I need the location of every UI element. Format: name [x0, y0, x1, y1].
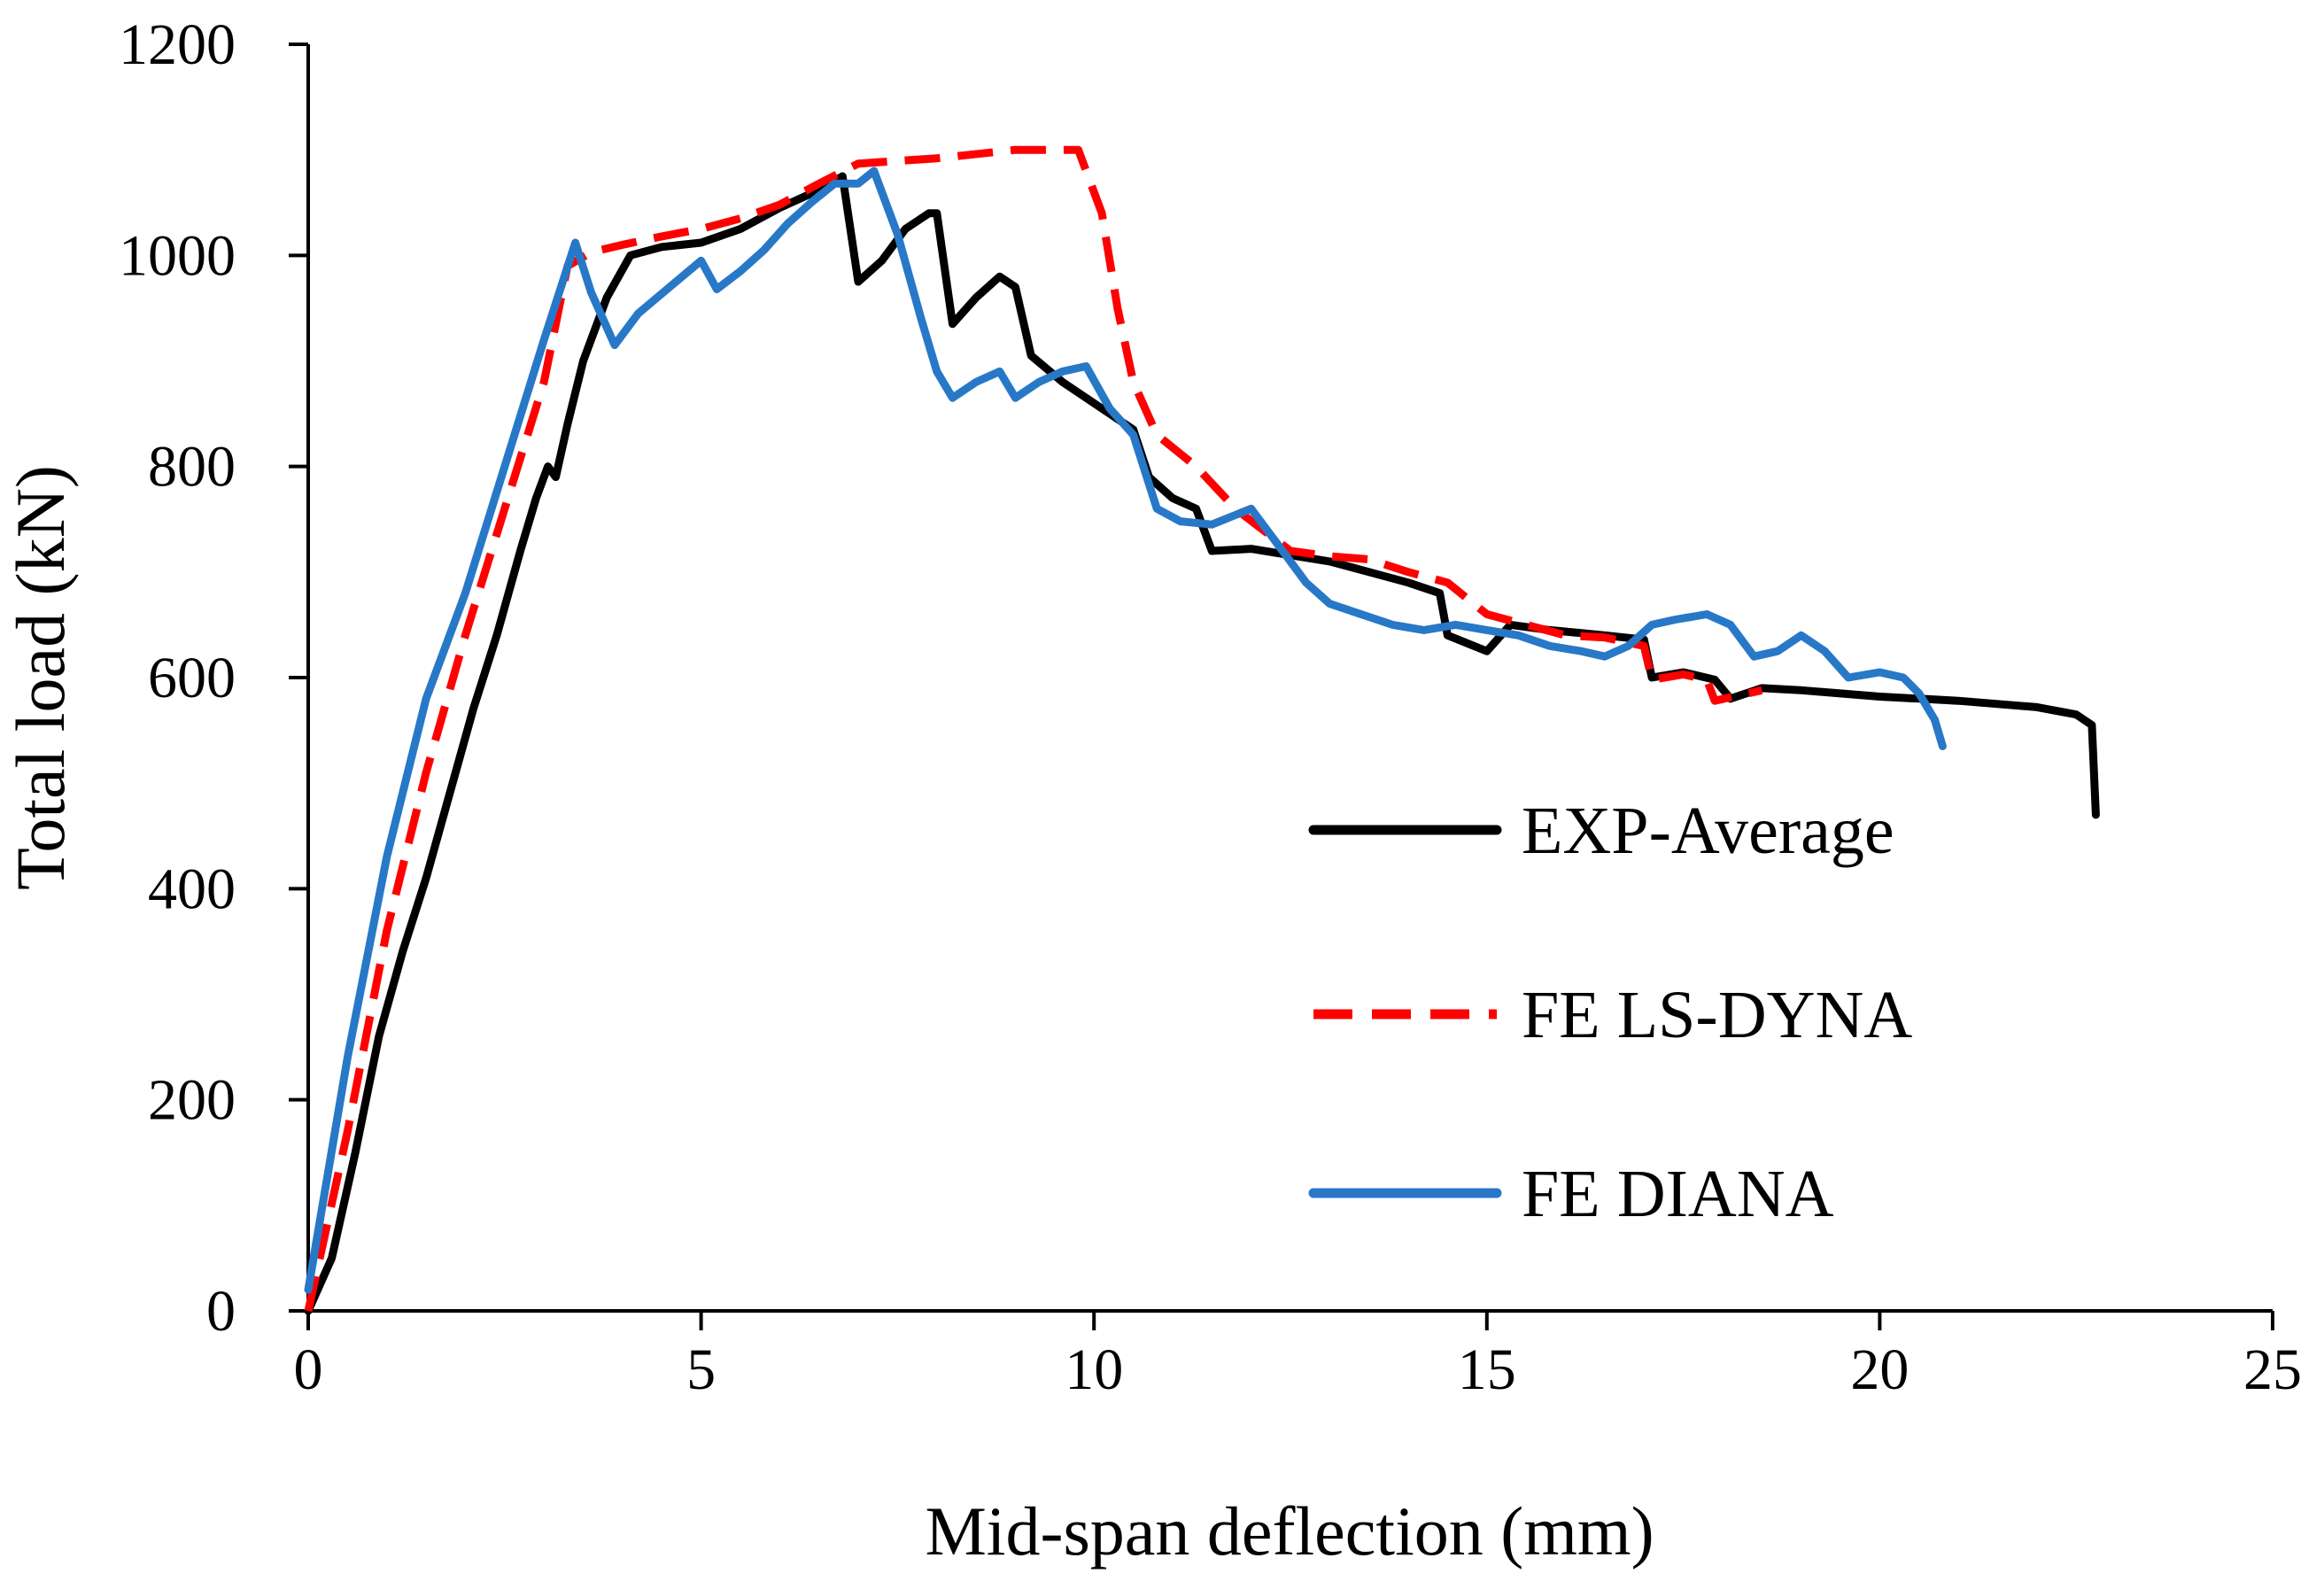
y-tick-label: 600	[148, 646, 236, 710]
series-line-fe-diana	[304, 167, 1947, 1294]
x-tick-label: 25	[2243, 1337, 2302, 1402]
series-line-fe-ls-dyna	[304, 145, 1763, 1312]
y-tick-label: 800	[148, 435, 236, 500]
legend-label-exp-average: EXP-Average	[1522, 794, 1894, 868]
y-tick-label: 400	[148, 857, 236, 921]
y-tick-label: 200	[148, 1068, 236, 1133]
series-group	[304, 145, 2100, 1315]
legend-item-fe-diana: FE DIANA	[1308, 1157, 1834, 1231]
y-ticks: 0 200 400 600 800 1000 1200	[119, 12, 308, 1344]
x-axis-title: Mid-span deflection (mm)	[925, 1492, 1654, 1570]
y-tick-label: 1000	[119, 223, 236, 288]
legend-item-exp-average: EXP-Average	[1308, 794, 1894, 868]
y-tick-label: 0	[206, 1279, 236, 1344]
legend-label-fe-ls-dyna: FE LS-DYNA	[1522, 978, 1912, 1052]
x-tick-label: 15	[1458, 1337, 1516, 1402]
x-tick-label: 20	[1850, 1337, 1909, 1402]
y-tick-label: 1200	[119, 12, 236, 77]
series-line-exp-average	[304, 172, 2100, 1315]
y-axis-title: Total load (kN)	[2, 465, 79, 890]
x-tick-label: 10	[1065, 1337, 1123, 1402]
legend-label-fe-diana: FE DIANA	[1522, 1157, 1834, 1231]
legend: EXP-Average FE LS-DYNA FE DIANA	[1308, 794, 1912, 1231]
x-tick-label: 5	[686, 1337, 716, 1402]
legend-item-fe-ls-dyna: FE LS-DYNA	[1313, 978, 1912, 1052]
x-ticks: 0 5 10 15 20 25	[294, 1311, 2302, 1402]
x-tick-label: 0	[294, 1337, 323, 1402]
axes	[306, 44, 2273, 1313]
